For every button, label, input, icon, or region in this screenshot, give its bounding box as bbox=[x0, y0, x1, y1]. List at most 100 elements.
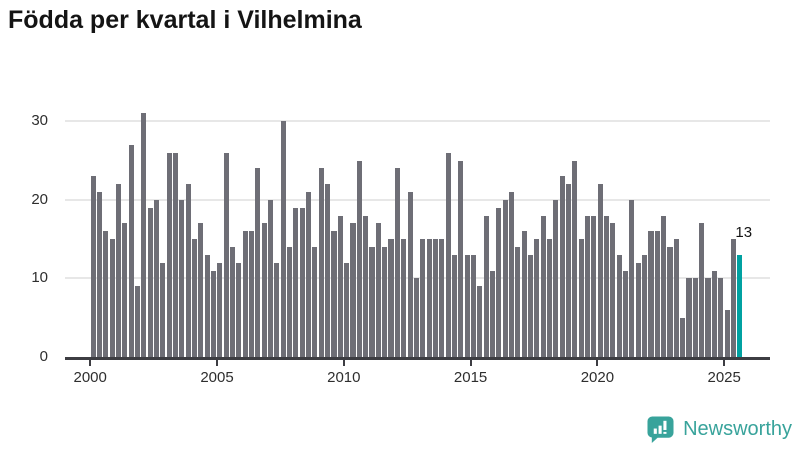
bar-2015-q3 bbox=[483, 215, 489, 357]
bar-2000-q4 bbox=[109, 239, 115, 357]
bar-2010-q3 bbox=[356, 160, 362, 357]
bar-2021-q2 bbox=[629, 199, 635, 357]
y-axis-label-20: 20 bbox=[31, 190, 48, 208]
bar-2016-q4 bbox=[515, 246, 521, 357]
bar-2012-q3 bbox=[407, 191, 413, 357]
bar-2010-q4 bbox=[363, 215, 369, 357]
bar-2008-q2 bbox=[299, 207, 305, 357]
bar-2021-q3 bbox=[635, 262, 641, 357]
bar-2012-q2 bbox=[401, 239, 407, 357]
bar-2013-q4 bbox=[439, 239, 445, 357]
bar-2011-q4 bbox=[388, 239, 394, 357]
bar-2001-q4 bbox=[134, 286, 140, 357]
bar-2013-q3 bbox=[432, 239, 438, 357]
x-axis-label-2020: 2020 bbox=[580, 369, 615, 386]
bar-2019-q2 bbox=[578, 239, 584, 357]
bar-2015-q2 bbox=[477, 286, 483, 357]
bar-2017-q3 bbox=[534, 239, 540, 357]
bar-2012-q1 bbox=[394, 168, 400, 357]
x-axis-label-2010: 2010 bbox=[327, 369, 361, 386]
bar-2005-q4 bbox=[236, 262, 242, 357]
bar-2011-q2 bbox=[375, 223, 381, 357]
bar-2005-q3 bbox=[229, 246, 236, 357]
bar-2023-q3 bbox=[686, 278, 692, 357]
bar-2020-q3 bbox=[610, 223, 616, 357]
page-title: Födda per kvartal i Vilhelmina bbox=[8, 6, 362, 34]
bar-2008-q1 bbox=[293, 207, 299, 357]
bar-2016-q3 bbox=[508, 191, 515, 357]
bar-2009-q2 bbox=[325, 184, 331, 357]
bar-2014-q1 bbox=[445, 152, 451, 357]
x-axis-label-2005: 2005 bbox=[200, 369, 234, 386]
bar-2016-q2 bbox=[502, 199, 508, 357]
x-tick-2020 bbox=[596, 360, 599, 366]
bar-2023-q2 bbox=[680, 317, 686, 357]
y-axis-label-10: 10 bbox=[31, 269, 48, 287]
x-tick-2000 bbox=[89, 360, 92, 366]
bar-2018-q1 bbox=[546, 239, 553, 357]
bar-2019-q4 bbox=[591, 215, 597, 357]
bar-2006-q1 bbox=[242, 231, 248, 357]
bar-2006-q3 bbox=[255, 168, 261, 357]
x-axis-label-2025: 2025 bbox=[707, 369, 741, 386]
bar-2009-q3 bbox=[331, 231, 337, 357]
gridline-y-20 bbox=[65, 198, 770, 201]
bar-2021-q4 bbox=[642, 254, 648, 357]
bar-2014-q2 bbox=[451, 254, 457, 357]
bar-2008-q4 bbox=[312, 246, 318, 357]
bar-2013-q2 bbox=[426, 239, 432, 357]
bar-2003-q3 bbox=[179, 199, 185, 357]
newsworthy-logo-text: Newsworthy bbox=[683, 418, 792, 440]
bar-2019-q1 bbox=[572, 160, 578, 357]
bar-2022-q4 bbox=[667, 246, 673, 357]
bar-2011-q3 bbox=[382, 246, 388, 357]
bar-2007-q1 bbox=[268, 199, 274, 357]
bar-2020-q1 bbox=[597, 184, 603, 357]
bar-2021-q1 bbox=[623, 270, 629, 357]
bar-2024-q4 bbox=[718, 278, 724, 357]
x-axis-label-2000: 2000 bbox=[73, 369, 107, 386]
bar-2003-q4 bbox=[185, 184, 191, 357]
bar-2015-q1 bbox=[470, 254, 476, 357]
bar-2025-q2 bbox=[730, 239, 736, 357]
bar-2014-q3 bbox=[458, 160, 464, 357]
bar-2005-q1 bbox=[217, 262, 223, 357]
bar-2000-q2 bbox=[96, 191, 102, 357]
newsworthy-logo[interactable]: Newsworthy bbox=[647, 416, 792, 443]
bar-2006-q4 bbox=[261, 223, 267, 357]
bar-2009-q1 bbox=[318, 168, 324, 357]
bar-2002-q1 bbox=[141, 113, 147, 357]
bar-2010-q1 bbox=[344, 262, 350, 357]
bar-2022-q1 bbox=[648, 231, 654, 357]
bar-2007-q4 bbox=[287, 246, 293, 357]
bar-2004-q3 bbox=[204, 254, 210, 357]
bar-2002-q2 bbox=[147, 207, 153, 357]
bar-2005-q2 bbox=[223, 152, 229, 357]
bar-2004-q2 bbox=[198, 223, 204, 357]
bar-2001-q2 bbox=[122, 223, 128, 357]
bar-2023-q1 bbox=[673, 239, 679, 357]
bar-2003-q1 bbox=[166, 152, 172, 357]
bar-2001-q3 bbox=[128, 144, 134, 357]
bar-2024-q3 bbox=[711, 270, 717, 357]
bar-2015-q4 bbox=[489, 270, 495, 357]
last-value-label: 13 bbox=[735, 223, 753, 241]
bar-2012-q4 bbox=[413, 278, 419, 357]
bar-2013-q1 bbox=[420, 239, 426, 357]
bar-2025-q3-highlighted bbox=[737, 254, 743, 357]
bar-2004-q4 bbox=[210, 270, 217, 357]
bar-2020-q2 bbox=[604, 215, 610, 357]
x-tick-2025 bbox=[723, 360, 726, 366]
y-axis-label-30: 30 bbox=[31, 112, 48, 130]
bar-2011-q1 bbox=[369, 246, 375, 357]
x-tick-2005 bbox=[216, 360, 218, 366]
bar-2000-q1 bbox=[90, 176, 96, 357]
bar-2014-q4 bbox=[464, 254, 470, 357]
bar-2007-q2 bbox=[274, 262, 280, 357]
bar-2016-q1 bbox=[496, 207, 502, 357]
bar-2019-q3 bbox=[585, 215, 591, 357]
bar-2010-q2 bbox=[350, 223, 356, 357]
gridline-y-30 bbox=[65, 120, 770, 123]
y-axis-label-0: 0 bbox=[39, 348, 48, 365]
